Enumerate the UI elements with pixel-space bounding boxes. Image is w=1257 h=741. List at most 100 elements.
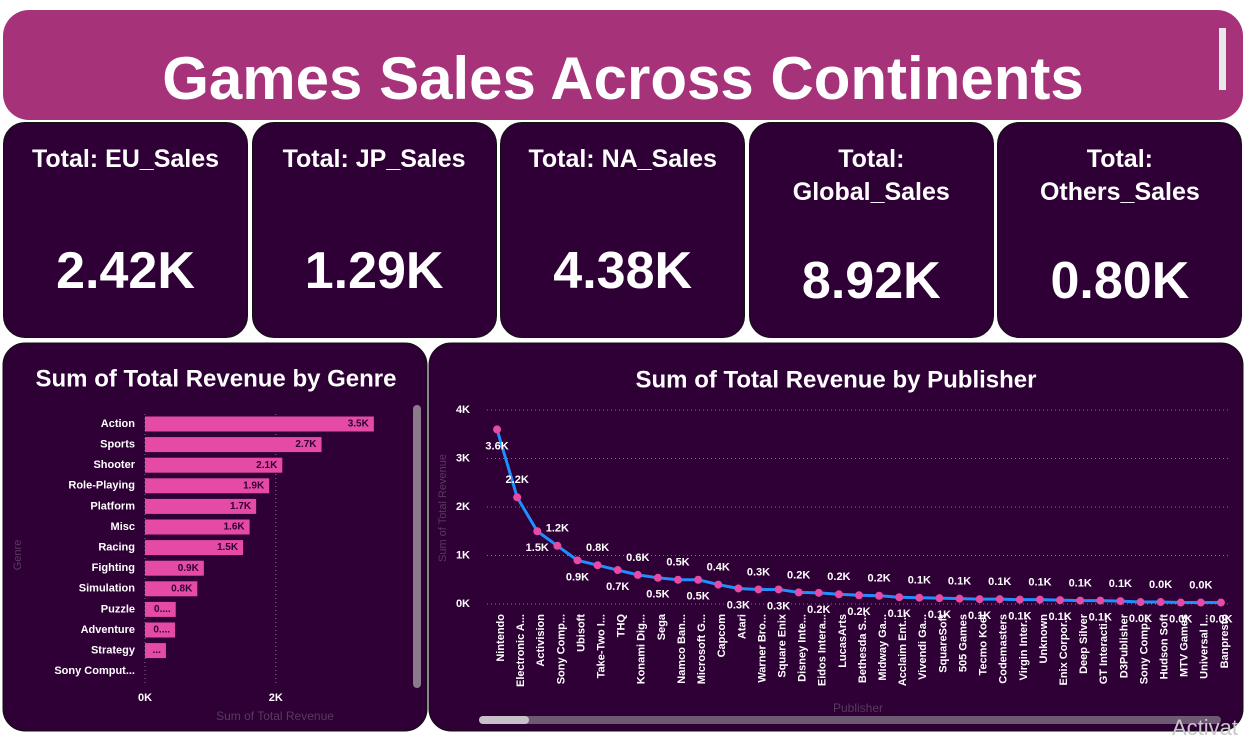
kpi-card: Total: Others_Sales 0.80K	[997, 122, 1243, 338]
value-label: 0.0K	[1129, 613, 1152, 625]
value-label: 0.8K	[171, 583, 193, 594]
y-tick-label: 4K	[456, 404, 470, 416]
point	[573, 556, 582, 565]
value-label: 0.1K	[908, 575, 931, 587]
point	[995, 595, 1004, 604]
publisher-panel	[428, 342, 1244, 732]
x-tick-label: Enix Corpor...	[1058, 614, 1070, 686]
point	[935, 594, 944, 603]
x-tick-label: Warner Bro...	[756, 614, 768, 683]
x-tick-label: Codemasters	[998, 614, 1010, 684]
x-tick-label: 2K	[269, 692, 283, 704]
bar	[145, 643, 166, 659]
point	[1035, 595, 1044, 604]
value-label: 0.1K	[1008, 611, 1031, 623]
x-tick-label: Unknown	[1038, 614, 1050, 664]
x-tick-label: LucasArts	[837, 614, 849, 668]
y-tick-label: 2K	[456, 501, 470, 513]
point	[1096, 596, 1105, 605]
kpi-card: Total: EU_Sales 2.42K	[3, 122, 248, 338]
kpi-label: Total: NA_Sales	[528, 145, 717, 173]
value-label: 1.6K	[223, 522, 245, 533]
value-label: 0.1K	[1069, 578, 1092, 590]
x-tick-label: Konami Dig...	[636, 614, 648, 684]
x-tick-label: Sony Comp...	[1138, 614, 1150, 684]
point	[553, 541, 562, 550]
x-tick-label: 505 Games	[957, 614, 969, 672]
value-label: 0.1K	[1028, 577, 1051, 589]
value-label: 0.9K	[178, 563, 200, 574]
value-label: 0.2K	[827, 571, 850, 583]
y-axis-title: Genre	[12, 540, 24, 571]
x-tick-label: Tecmo Koei	[978, 614, 990, 676]
value-label: 0.2K	[787, 569, 810, 581]
kpi-value: 8.92K	[801, 252, 941, 310]
y-tick-label: Sports	[100, 439, 135, 451]
kpi-label: Total: Others_Sales	[1039, 145, 1200, 206]
x-tick-label: THQ	[616, 614, 628, 638]
y-tick-label: Racing	[98, 542, 135, 554]
point	[834, 590, 843, 599]
point	[875, 591, 884, 600]
y-tick-label: Role-Playing	[68, 480, 135, 492]
y-tick-label: Shooter	[93, 459, 135, 471]
value-label: 0.2K	[807, 604, 830, 616]
value-label: 0.1K	[988, 576, 1011, 588]
scrollbar[interactable]	[413, 405, 421, 688]
watermark: Activat	[1172, 715, 1238, 740]
point	[1136, 598, 1145, 607]
point	[613, 566, 622, 575]
y-tick-label: 3K	[456, 452, 470, 464]
kpi-card: Total: JP_Sales 1.29K	[251, 122, 497, 338]
point	[513, 493, 522, 502]
value-label: 2.7K	[295, 439, 317, 450]
bar	[145, 416, 374, 432]
y-tick-label: Platform	[90, 500, 135, 512]
value-label: 0.9K	[566, 571, 589, 583]
value-label: 0.3K	[727, 599, 750, 611]
x-tick-label: Microsoft G...	[696, 614, 708, 684]
bar	[145, 622, 176, 638]
value-label: 0.2K	[867, 573, 890, 585]
value-label: 1.7K	[230, 501, 252, 512]
value-label: 0.1K	[948, 576, 971, 588]
y-tick-label: Puzzle	[101, 603, 135, 615]
point	[855, 591, 863, 600]
value-label: 0....	[154, 604, 171, 615]
point	[1015, 595, 1024, 604]
kpi-card: Total: NA_Sales 4.38K	[500, 122, 746, 338]
value-label: 0.5K	[687, 591, 710, 603]
point	[1216, 598, 1225, 607]
kpi-label: Total: Global_Sales	[792, 145, 950, 206]
y-tick-label: Action	[101, 418, 136, 430]
x-tick-label: Deep Silver	[1078, 613, 1090, 674]
x-tick-label: Banpresto	[1219, 614, 1231, 669]
value-label: 0.1K	[928, 609, 951, 621]
point	[915, 593, 924, 602]
value-label: 0.0K	[1189, 579, 1212, 591]
bar	[145, 560, 204, 576]
bar	[145, 540, 244, 556]
bar	[145, 581, 198, 597]
point	[493, 425, 502, 434]
x-tick-label: Electronic A...	[515, 614, 527, 687]
header-title: Games Sales Across Continents	[162, 45, 1084, 112]
value-label: 0....	[153, 625, 170, 636]
kpi-label: Total: JP_Sales	[282, 145, 466, 173]
point	[674, 575, 683, 584]
point	[1076, 596, 1085, 605]
point	[975, 595, 984, 604]
point	[1196, 598, 1205, 607]
value-label: 0.1K	[1048, 611, 1071, 623]
point	[754, 585, 763, 594]
chart-title: Sum of Total Revenue by Genre	[36, 365, 397, 392]
y-tick-label: Misc	[111, 521, 135, 533]
scrollbar[interactable]	[479, 716, 1221, 724]
scroll-thumb[interactable]	[479, 716, 529, 724]
point	[533, 527, 542, 536]
x-tick-label: Ubisoft	[575, 614, 587, 652]
x-tick-label: Atari	[736, 614, 748, 639]
point	[633, 570, 642, 579]
y-tick-label: 0K	[456, 598, 470, 610]
x-tick-label: Midway Ga...	[877, 614, 889, 681]
